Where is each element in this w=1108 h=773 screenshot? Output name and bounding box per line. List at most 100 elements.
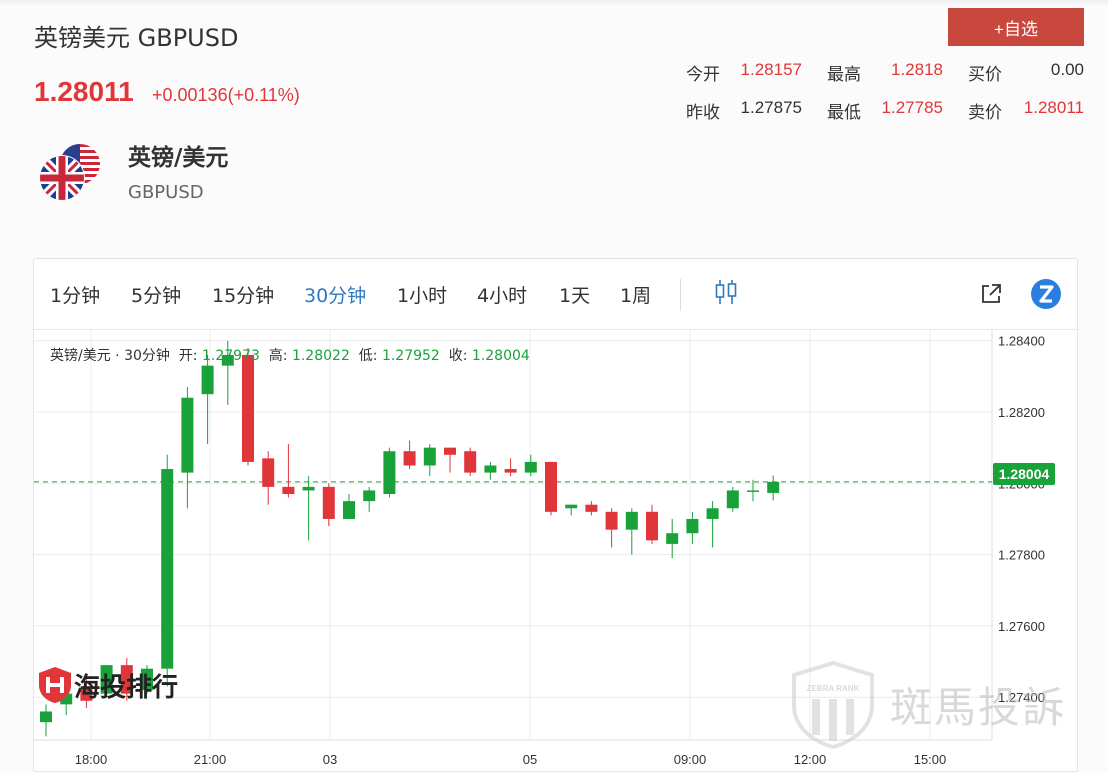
chart-info-prefix: 英镑/美元 · 30分钟 <box>50 348 170 364</box>
candle-body <box>585 504 598 512</box>
candle-body <box>504 469 517 473</box>
candle-body <box>221 354 234 366</box>
zebra-watermark-text: 斑馬投訴 <box>890 682 1067 732</box>
toolbar-divider <box>680 279 681 311</box>
chart-info-low: 1.27952 <box>381 348 440 364</box>
timeframe-bar: 1分钟 5分钟 15分钟 30分钟 1小时 4小时 1天 1周 <box>34 259 1077 330</box>
candle-body <box>100 665 113 694</box>
candle-body <box>383 451 396 494</box>
candle-body <box>242 354 254 462</box>
chart-info-open-label: 开: <box>178 348 198 364</box>
candle-body <box>343 501 355 519</box>
haitou-watermark-text: 海投排行 <box>74 672 179 703</box>
bid-label: 买价 <box>968 65 1002 85</box>
tab-30min[interactable]: 30分钟 <box>304 285 367 307</box>
y-tick-label: 1.27400 <box>998 690 1045 705</box>
chart-info-high: 1.28022 <box>291 348 350 364</box>
x-tick-label: 15:00 <box>914 752 947 767</box>
prev-close-label: 昨收 <box>686 103 720 123</box>
zebra-logo-icon[interactable] <box>1031 279 1061 309</box>
candle-body <box>706 508 719 519</box>
y-tick-label: 1.28200 <box>998 405 1045 420</box>
external-link-icon[interactable] <box>980 283 1002 305</box>
high-value: 1.2818 <box>891 60 943 79</box>
y-tick-label: 1.27600 <box>998 619 1045 634</box>
candle-body <box>262 458 275 487</box>
current-price-tag: 1.28004 <box>993 463 1055 485</box>
symbol-code: GBPUSD <box>128 182 204 203</box>
candle-body <box>181 397 194 473</box>
candle-body <box>524 461 537 473</box>
candle-body <box>60 693 73 705</box>
chart-info-close-label: 收: <box>448 348 468 364</box>
current-price: 1.28011 <box>34 76 134 107</box>
tab-1min[interactable]: 1分钟 <box>50 285 101 307</box>
top-shadow <box>0 0 1108 6</box>
prev-close-value: 1.27875 <box>740 98 802 117</box>
ask-value: 1.28011 <box>1023 98 1084 117</box>
haitou-logo-icon <box>39 667 71 703</box>
candle-body <box>545 461 557 512</box>
y-tick-label: 1.28400 <box>998 334 1045 349</box>
open-label: 今开 <box>686 65 720 85</box>
high-label: 最高 <box>827 65 861 85</box>
candle-body <box>80 686 93 701</box>
zebra-watermark: ZEBRA RANK 斑馬投訴 <box>788 659 1066 749</box>
candle-body <box>403 451 416 466</box>
x-tick-label: 18:00 <box>75 752 108 767</box>
zebra-badge-text: ZEBRA RANK <box>807 684 860 693</box>
candle-body <box>444 447 456 455</box>
open-value: 1.28157 <box>740 60 802 79</box>
chart-info-bar: 英镑/美元 · 30分钟 开: 1.27973 高: 1.28022 低: 1.… <box>50 345 530 365</box>
candle-body <box>141 668 153 691</box>
candle-body <box>565 504 578 509</box>
ask-label: 卖价 <box>968 103 1002 123</box>
candle-body <box>726 490 739 509</box>
low-value: 1.27785 <box>881 98 943 117</box>
tab-1hour[interactable]: 1小时 <box>397 285 448 307</box>
haitou-watermark: 海投排行 <box>36 665 178 705</box>
tab-5min[interactable]: 5分钟 <box>131 285 182 307</box>
y-tick-label: 1.27800 <box>998 548 1045 563</box>
candle-body <box>747 490 759 492</box>
candle-body <box>464 451 477 473</box>
chart-info-close: 1.28004 <box>471 348 530 364</box>
chart-info-low-label: 低: <box>358 348 378 364</box>
symbol-name: 英镑/美元 <box>128 145 229 171</box>
x-tick-label: 03 <box>323 752 337 767</box>
candle-body <box>40 711 52 723</box>
chart-info-open: 1.27973 <box>201 348 260 364</box>
candle-body <box>767 481 780 493</box>
x-tick-label: 09:00 <box>674 752 707 767</box>
candle-body <box>686 518 699 534</box>
add-to-watchlist-button[interactable]: +自选 <box>948 8 1084 46</box>
x-tick-label: 21:00 <box>194 752 227 767</box>
candle-body <box>322 486 335 519</box>
candle-body <box>161 469 174 669</box>
quote-stats: 今开 1.28157 最高 1.2818 买价 0.00 昨收 1.27875 … <box>0 58 1108 128</box>
zebra-shield-icon: ZEBRA RANK <box>792 660 874 749</box>
chart-panel: 1分钟 5分钟 15分钟 30分钟 1小时 4小时 1天 1周 <box>33 258 1078 772</box>
bid-value: 0.00 <box>1050 60 1084 79</box>
candlestick-chart[interactable]: 1.284001.282001.280001.278001.276001.274… <box>34 330 1077 771</box>
x-tick-label: 12:00 <box>794 752 827 767</box>
indicator-icon[interactable] <box>714 279 738 305</box>
candle-body <box>484 465 497 473</box>
candle-body <box>646 511 658 541</box>
us-uk-flag-icon <box>38 140 102 204</box>
tab-4hour[interactable]: 4小时 <box>477 285 528 307</box>
x-tick-label: 05 <box>523 752 537 767</box>
candle-body <box>120 665 133 694</box>
candle-body <box>363 490 376 502</box>
tab-15min[interactable]: 15分钟 <box>212 285 275 307</box>
tab-1day[interactable]: 1天 <box>559 285 591 307</box>
candle-body <box>666 533 679 544</box>
price-change: +0.00136(+0.11%) <box>152 85 300 105</box>
candle-body <box>282 486 295 494</box>
candle-body <box>201 365 214 395</box>
chart-info-high-label: 高: <box>268 348 288 364</box>
page-title: 英镑美元 GBPUSD <box>34 24 239 52</box>
candle-body <box>302 486 315 491</box>
tab-1week[interactable]: 1周 <box>620 285 652 307</box>
candle-body <box>423 447 436 466</box>
